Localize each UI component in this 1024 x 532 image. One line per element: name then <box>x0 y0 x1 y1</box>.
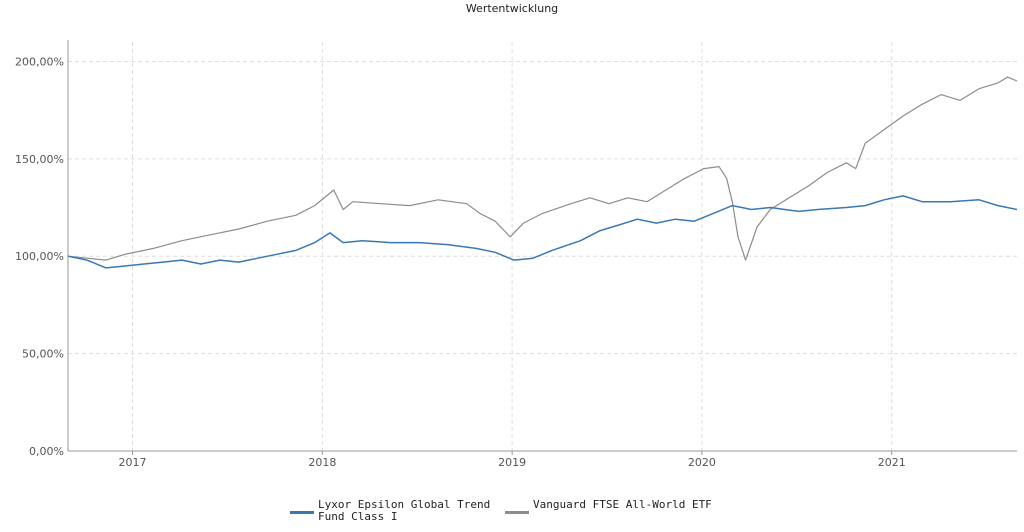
legend-label-vanguard: Vanguard FTSE All-World ETF <box>533 498 712 511</box>
legend-item-lyxor[interactable]: Lyxor Epsilon Global Trend Fund Class I <box>290 499 493 523</box>
chart-title: Wertentwicklung <box>465 2 559 15</box>
series <box>67 76 1018 269</box>
x-tick-label: 2021 <box>878 456 906 469</box>
x-tick-label: 2018 <box>308 456 336 469</box>
legend-swatch-lyxor <box>290 511 314 514</box>
y-tick-label: 100,00% <box>15 250 64 263</box>
legend: Lyxor Epsilon Global Trend Fund Class I … <box>290 499 733 523</box>
legend-swatch-vanguard <box>505 511 529 514</box>
x-tick-label: 2020 <box>688 456 716 469</box>
y-tick-label: 50,00% <box>22 348 64 361</box>
legend-item-vanguard[interactable]: Vanguard FTSE All-World ETF <box>505 499 733 523</box>
y-tick-label: 200,00% <box>15 55 64 68</box>
y-tick-label: 150,00% <box>15 153 64 166</box>
x-tick-label: 2019 <box>498 456 526 469</box>
series-line-vanguard <box>67 76 1018 261</box>
y-tick-label: 0,00% <box>29 445 64 458</box>
x-tick-label: 2017 <box>119 456 147 469</box>
axes: 0,00% 50,00% 100,00% 150,00% 200,00% 2017 2018… <box>15 40 1017 469</box>
grid <box>68 42 1017 451</box>
series-line-lyxor <box>67 195 1018 269</box>
legend-label-lyxor: Lyxor Epsilon Global Trend Fund Class I <box>318 498 491 523</box>
performance-chart: 0,00% 50,00% 100,00% 150,00% 200,00% 2017 2018… <box>15 40 1018 469</box>
